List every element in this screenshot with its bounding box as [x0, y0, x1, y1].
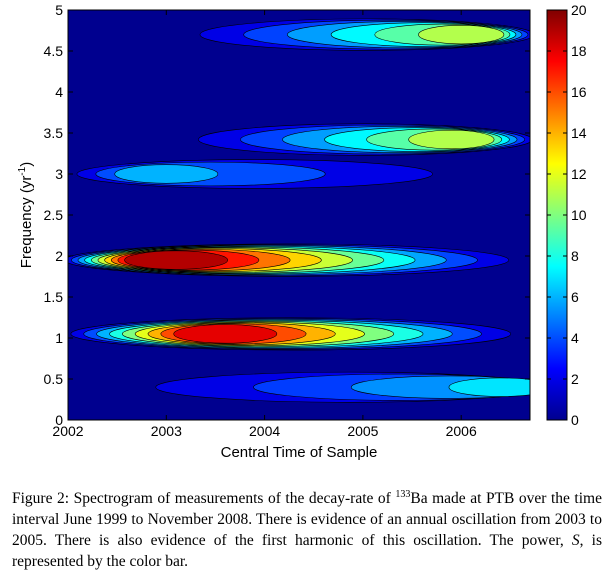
- y-tick-label: 2: [55, 248, 63, 264]
- colorbar-tick-label: 20: [571, 2, 587, 18]
- spectral-band: [199, 18, 530, 51]
- colorbar-tick-label: 6: [571, 289, 579, 305]
- colorbar-tick-label: 18: [571, 43, 587, 59]
- power-contour: [114, 164, 219, 184]
- caption-prefix: Figure 2: Spectrogram of measurements of…: [12, 490, 396, 507]
- spectral-band: [198, 123, 530, 156]
- colorbar-tick-label: 0: [571, 412, 579, 428]
- colorbar-tick-label: 14: [571, 125, 587, 141]
- x-tick-label: 2003: [151, 423, 182, 439]
- y-axis-title-close: ): [18, 162, 35, 167]
- caption-isotope-symbol: Ba: [410, 490, 428, 507]
- plot-background: [68, 10, 530, 420]
- spectrogram-bands: [68, 18, 530, 403]
- y-tick-label: 5: [55, 2, 63, 18]
- y-axis-title-superscript: -1: [17, 166, 28, 175]
- y-tick-label: 3.5: [44, 125, 64, 141]
- x-tick-label: 2002: [52, 423, 83, 439]
- y-tick-label: 1: [55, 330, 63, 346]
- power-contour: [408, 129, 495, 150]
- power-contour: [448, 377, 530, 397]
- y-tick-label: 0.5: [44, 371, 64, 387]
- colorbar-tick-label: 10: [571, 207, 587, 223]
- y-tick-label: 3: [55, 166, 63, 182]
- y-tick-label: 4.5: [44, 43, 64, 59]
- y-tick-label: 2.5: [44, 207, 64, 223]
- colorbar-tick-label: 16: [571, 84, 587, 100]
- caption-isotope-mass: 133: [395, 488, 411, 500]
- caption-symbol: S: [571, 532, 580, 549]
- colorbar-tick-label: 2: [571, 371, 579, 387]
- colorbar-tick-label: 4: [571, 330, 579, 346]
- x-axis-title: Central Time of Sample: [221, 444, 378, 461]
- spectral-band: [155, 371, 530, 403]
- x-axis: 2002 2003 2004 2005 2006: [52, 10, 477, 439]
- caption-text: made at PTB over the time interval June …: [12, 490, 602, 549]
- caption-suffix: , is represented by the color bar.: [12, 532, 603, 570]
- y-tick-label: 0: [55, 412, 63, 428]
- spectrogram-figure: 2002 2003 2004 2005 2006 00.511.522.533.544.…: [17, 2, 587, 461]
- y-axis-title: Frequency (yr-1): [17, 162, 35, 268]
- colorbar-tick-label: 12: [571, 166, 587, 182]
- spectral-band: [68, 243, 510, 277]
- colorbar-axis: 0 2 4 6 8 10 12 14 16 18 20: [547, 2, 587, 428]
- y-tick-label: 4: [55, 84, 63, 100]
- power-contour: [418, 24, 505, 45]
- figure-caption: Figure 2: Spectrogram of measurements of…: [12, 488, 602, 572]
- power-contour: [124, 250, 229, 270]
- spectral-band: [76, 159, 433, 189]
- y-axis: 0 0.5 1 1.5 2 2.5 3 3.5 4 4.5 5: [44, 2, 530, 428]
- y-tick-label: 1.5: [44, 289, 64, 305]
- power-contour: [173, 324, 278, 344]
- x-tick-label: 2006: [446, 423, 477, 439]
- spectral-band: [70, 317, 512, 351]
- x-tick-label: 2005: [347, 423, 378, 439]
- y-axis-title-main: Frequency (yr: [18, 176, 35, 269]
- colorbar-tick-label: 8: [571, 248, 579, 264]
- x-tick-label: 2004: [249, 423, 280, 439]
